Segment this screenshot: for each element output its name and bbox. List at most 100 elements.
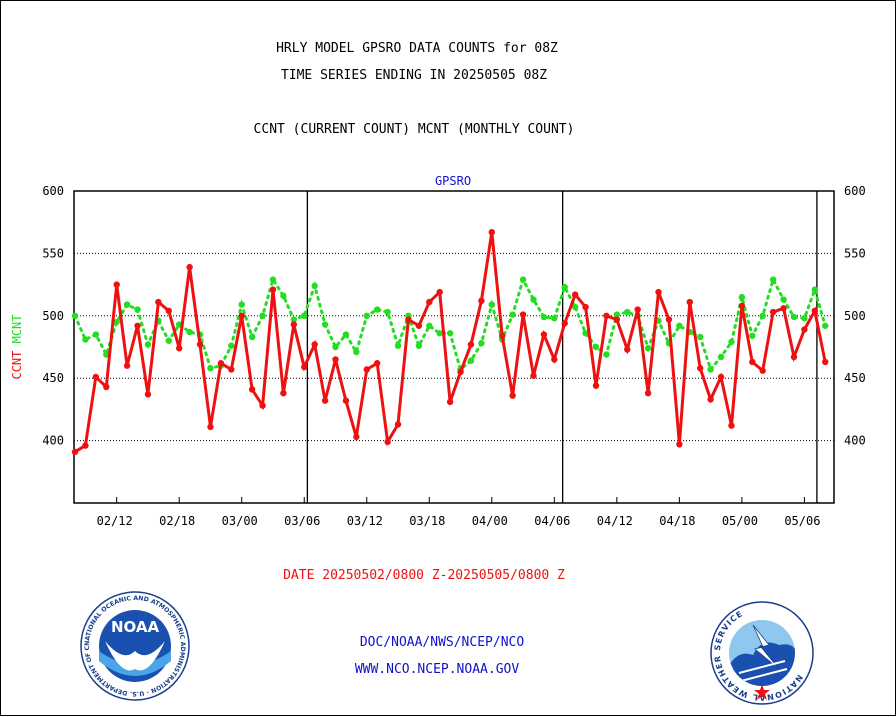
point-mcnt-29 — [373, 306, 381, 313]
noaa-seal-ring-text: NATIONAL OCEANIC AND ATMOSPHERIC ADMINIS… — [1, 1, 186, 697]
y-axis-title: CCNT MCNT — [10, 314, 24, 379]
footer-link-doc[interactable]: DOC/NOAA/NWS/NCEP/NCO — [360, 635, 525, 650]
point-ccnt-7 — [144, 391, 152, 398]
point-ccnt-25 — [332, 356, 339, 363]
x-tick-label-5: 03/18 — [409, 514, 445, 528]
point-ccnt-40 — [488, 228, 495, 236]
point-ccnt-38 — [467, 341, 475, 348]
point-ccnt-61 — [707, 396, 714, 403]
y-tick-label-right-450: 450 — [844, 371, 866, 385]
point-ccnt-55 — [644, 389, 652, 397]
x-tick-label-4: 03/12 — [347, 514, 383, 528]
point-mcnt-7 — [144, 341, 152, 348]
point-mcnt-43 — [519, 276, 527, 283]
x-tick-label-3: 03/06 — [284, 514, 320, 528]
x-tick-label-0: 02/12 — [97, 514, 133, 528]
plot-grid — [74, 191, 834, 503]
point-ccnt-43 — [519, 311, 527, 318]
point-ccnt-39 — [478, 297, 485, 305]
chart-subtitle: CCNT (CURRENT COUNT) MCNT (MONTHLY COUNT… — [254, 122, 575, 137]
x-tick-label-11: 05/06 — [784, 514, 820, 528]
point-ccnt-0 — [71, 448, 79, 456]
point-ccnt-44 — [530, 372, 537, 379]
point-ccnt-33 — [415, 322, 423, 329]
point-ccnt-58 — [676, 441, 683, 448]
point-ccnt-5 — [123, 362, 131, 369]
point-ccnt-54 — [634, 306, 641, 313]
chart-title-line-2: TIME SERIES ENDING IN 20250505 08Z — [281, 68, 547, 83]
point-ccnt-41 — [499, 332, 506, 339]
footer-link-www[interactable]: WWW.NCO.NCEP.NOAA.GOV — [355, 662, 520, 677]
point-mcnt-42 — [509, 311, 516, 318]
noaa-seal-icon: NOAA NATIONAL OCEANIC AND ATMOSPHERIC AD… — [1, 1, 190, 701]
point-ccnt-16 — [238, 312, 245, 319]
x-tick-label-6: 04/00 — [472, 514, 508, 528]
y-tick-label-right-600: 600 — [844, 184, 866, 198]
point-ccnt-53 — [624, 346, 631, 353]
point-ccnt-52 — [613, 316, 621, 323]
point-mcnt-49 — [582, 330, 589, 337]
point-mcnt-45 — [540, 313, 548, 321]
point-mcnt-66 — [759, 312, 766, 319]
point-ccnt-71 — [811, 307, 819, 315]
point-mcnt-35 — [436, 330, 443, 337]
y-tick-label-left-400: 400 — [42, 434, 64, 448]
point-mcnt-22 — [301, 312, 308, 319]
point-mcnt-6 — [134, 306, 141, 313]
point-mcnt-31 — [394, 342, 402, 349]
point-ccnt-11 — [186, 263, 193, 271]
point-mcnt-61 — [707, 366, 714, 373]
point-mcnt-17 — [248, 333, 256, 341]
point-ccnt-42 — [509, 392, 516, 399]
point-mcnt-19 — [269, 276, 277, 283]
point-mcnt-68 — [780, 296, 787, 303]
point-mcnt-48 — [571, 303, 579, 311]
point-ccnt-2 — [92, 373, 100, 381]
point-ccnt-35 — [436, 288, 443, 296]
point-mcnt-58 — [676, 322, 683, 329]
point-mcnt-28 — [363, 312, 370, 319]
point-mcnt-53 — [624, 308, 631, 316]
noaa-seal-center-text: NOAA — [111, 618, 160, 636]
point-mcnt-71 — [811, 286, 819, 293]
point-ccnt-18 — [259, 402, 266, 409]
point-ccnt-62 — [717, 373, 725, 381]
x-tick-label-9: 04/18 — [659, 514, 695, 528]
point-mcnt-0 — [71, 312, 79, 319]
point-mcnt-69 — [790, 313, 798, 321]
point-mcnt-62 — [717, 353, 725, 361]
point-mcnt-63 — [728, 338, 735, 346]
point-mcnt-38 — [467, 357, 475, 364]
point-mcnt-20 — [280, 292, 287, 300]
point-mcnt-34 — [426, 322, 433, 329]
svg-text:NATIONAL OCEANIC AND ATMOSPHER: NATIONAL OCEANIC AND ATMOSPHERIC ADMINIS… — [1, 1, 186, 697]
point-mcnt-52 — [613, 311, 621, 318]
panel-label: GPSRO — [435, 174, 471, 188]
point-ccnt-51 — [603, 312, 610, 319]
x-axis-ticks: 02/12 02/18 03/00 03/06 03/12 03/18 04/00 04/06… — [97, 497, 820, 528]
point-ccnt-21 — [290, 321, 298, 328]
x-tick-label-10: 05/00 — [722, 514, 758, 528]
point-mcnt-46 — [551, 315, 558, 322]
point-ccnt-56 — [655, 288, 662, 296]
point-mcnt-1 — [82, 336, 89, 343]
point-mcnt-11 — [186, 328, 193, 336]
point-ccnt-4 — [113, 281, 120, 288]
point-mcnt-26 — [342, 331, 350, 338]
y-tick-label-left-500: 500 — [42, 309, 64, 323]
point-mcnt-70 — [801, 315, 808, 322]
point-ccnt-27 — [353, 433, 360, 441]
y-tick-label-right-400: 400 — [844, 434, 866, 448]
point-ccnt-32 — [405, 316, 412, 323]
x-tick-label-7: 04/06 — [534, 514, 570, 528]
point-ccnt-34 — [426, 298, 433, 306]
point-mcnt-47 — [561, 283, 568, 291]
point-ccnt-24 — [321, 397, 329, 404]
point-mcnt-72 — [822, 322, 829, 329]
point-mcnt-21 — [290, 316, 298, 323]
point-mcnt-2 — [92, 331, 100, 338]
point-mcnt-60 — [697, 333, 704, 341]
point-mcnt-44 — [530, 296, 537, 303]
point-ccnt-49 — [582, 303, 589, 311]
point-mcnt-23 — [311, 282, 318, 290]
